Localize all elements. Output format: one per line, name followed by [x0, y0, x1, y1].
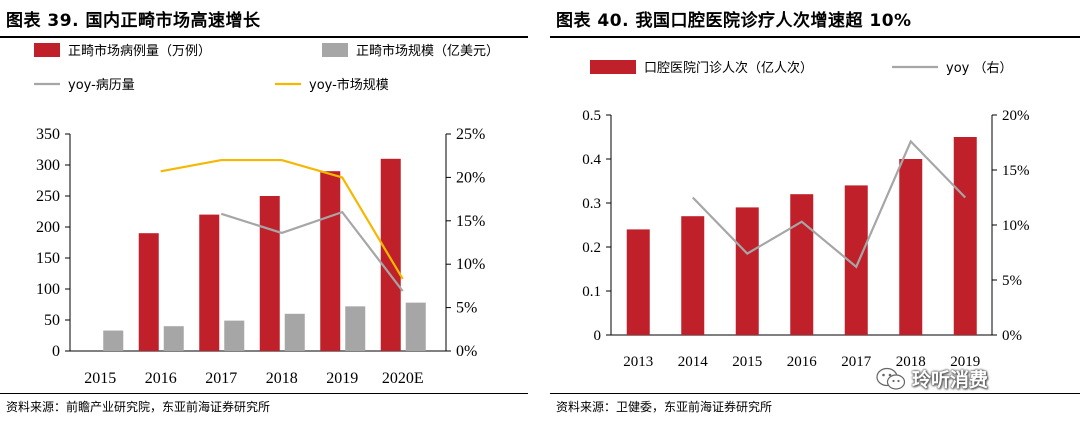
watermark-text: 玲听消费: [912, 369, 989, 391]
orthodontic-market-chart: 0 50 100 150 200 250 300 350 0% 5% 10% 15% 20% 25% 201…: [34, 43, 499, 387]
legend-label: yoy-市场规模: [309, 77, 389, 93]
bar: [163, 326, 184, 351]
legend-label: 正畸市场规模（亿美元）: [356, 43, 499, 59]
left-tick-label: 0.2: [582, 240, 601, 256]
series-line: [691, 139, 967, 269]
right-tick-label: 5%: [456, 300, 477, 317]
left-tick-label: 0.1: [582, 284, 601, 300]
bar: [405, 302, 426, 351]
bar: [138, 233, 159, 351]
left-panel: 图表 39. 国内正畸市场高速增长 0 50 100 150 200 250 300 350 0…: [0, 0, 528, 426]
x-tick-label: 2019: [326, 370, 358, 387]
bar: [259, 196, 280, 351]
bar: [380, 158, 401, 351]
left-tick-label: 0.3: [582, 196, 601, 212]
right-panel: 图表 40. 我国口腔医院诊疗人次增速超 10% 0 0.1 0.2 0.3 0.4 0.…: [550, 0, 1080, 426]
bar: [899, 159, 923, 335]
wechat-icon: [876, 367, 906, 390]
left-tick-label: 250: [36, 188, 60, 205]
x-tick-label: 2014: [678, 354, 709, 370]
legend-label: 口腔医院门诊人次（亿人次）: [644, 60, 813, 76]
right-tick-label: 0%: [456, 343, 477, 360]
left-tick-label: 150: [36, 250, 60, 267]
x-tick-label: 2018: [266, 370, 298, 387]
x-tick-label: 2016: [787, 354, 818, 370]
left-tick-label: 350: [36, 126, 60, 143]
x-tick-label: 2018: [896, 354, 926, 370]
left-tick-label: 300: [36, 157, 60, 174]
x-tick-label: 2015: [84, 370, 116, 387]
left-tick-label: 0.5: [582, 108, 601, 124]
bar: [953, 137, 977, 335]
bar: [224, 320, 245, 351]
right-tick-label: 5%: [1002, 273, 1022, 289]
right-tick-label: 25%: [456, 126, 485, 143]
legend-swatch: [34, 43, 60, 57]
legend-label: yoy （右）: [946, 61, 1012, 76]
bar: [284, 313, 305, 351]
right-tick-label: 20%: [1002, 108, 1030, 124]
left-tick-label: 0: [52, 343, 60, 360]
source-note: 资料来源：前瞻产业研究院，东亚前海证券研究所: [6, 400, 271, 414]
x-tick-label: 2015: [732, 354, 762, 370]
bar: [735, 207, 759, 335]
x-tick-label: 2017: [841, 354, 872, 370]
series-line: [160, 158, 404, 280]
title-rule: [550, 36, 1080, 38]
x-tick-label: 2016: [145, 370, 177, 387]
right-tick-label: 15%: [1002, 163, 1030, 179]
bar: [345, 306, 366, 351]
series-line: [220, 210, 404, 292]
legend-label: 正畸市场病例量（万例）: [68, 43, 211, 59]
left-tick-label: 200: [36, 219, 60, 236]
bar: [626, 229, 650, 335]
left-tick-label: 0: [594, 328, 602, 344]
right-tick-label: 10%: [456, 256, 485, 273]
right-tick-label: 15%: [456, 213, 485, 230]
bar: [199, 214, 220, 351]
bar: [790, 194, 814, 335]
source-rule: [550, 393, 1080, 394]
x-tick-label: 2020E: [382, 370, 424, 387]
bar: [320, 171, 341, 351]
legend-label: yoy-病历量: [68, 78, 135, 93]
left-tick-label: 0.4: [582, 152, 601, 168]
x-tick-label: 2013: [623, 354, 653, 370]
chart-title: 图表 40. 我国口腔医院诊疗人次增速超 10%: [556, 11, 912, 31]
dental-hospital-visits-chart: 0 0.1 0.2 0.3 0.4 0.5 0% 5% 10% 15% 20% 2013 2014 201…: [582, 60, 1030, 370]
source-rule: [0, 393, 528, 394]
bar: [844, 185, 868, 335]
watermark: 玲听消费: [876, 365, 988, 392]
left-tick-label: 50: [44, 312, 60, 329]
legend-swatch: [322, 43, 348, 57]
bar: [681, 216, 705, 335]
legend-swatch: [590, 60, 636, 74]
source-note: 资料来源：卫健委，东亚前海证券研究所: [556, 400, 773, 414]
x-tick-label: 2019: [950, 354, 980, 370]
x-tick-label: 2017: [205, 370, 237, 387]
title-rule: [0, 36, 528, 38]
chart-title: 图表 39. 国内正畸市场高速增长: [6, 11, 261, 31]
right-tick-label: 10%: [1002, 218, 1030, 234]
right-tick-label: 0%: [1002, 328, 1022, 344]
right-tick-label: 20%: [456, 169, 485, 186]
bar: [103, 330, 124, 351]
left-tick-label: 100: [36, 281, 60, 298]
